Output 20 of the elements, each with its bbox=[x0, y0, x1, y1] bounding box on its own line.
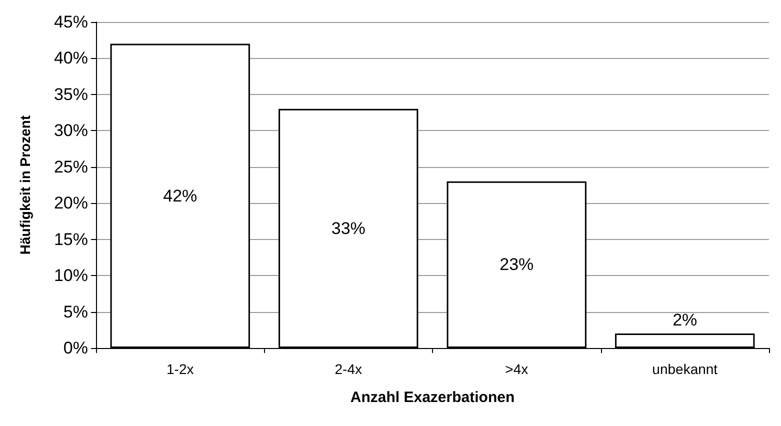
x-tick-label: 1-2x bbox=[166, 361, 194, 377]
y-tick-label: 0% bbox=[63, 338, 88, 358]
data-label: 42% bbox=[163, 186, 198, 206]
data-label: 23% bbox=[500, 255, 534, 274]
y-axis-title: Häufigkeit in Prozent bbox=[17, 115, 33, 255]
y-tick-label: 40% bbox=[54, 48, 88, 68]
y-tick-label: 25% bbox=[54, 157, 88, 176]
y-tick-label: 35% bbox=[54, 84, 88, 104]
y-tick-label: 45% bbox=[54, 12, 88, 32]
y-tick-label: 10% bbox=[54, 266, 88, 286]
data-label: 33% bbox=[331, 218, 366, 238]
x-tick-label: unbekannt bbox=[652, 361, 718, 377]
x-tick-label: >4x bbox=[505, 361, 528, 377]
x-axis-title: Anzahl Exazerbationen bbox=[350, 389, 515, 406]
data-label: 2% bbox=[672, 310, 698, 330]
y-tick-label: 30% bbox=[54, 121, 88, 140]
y-tick-label: 20% bbox=[54, 194, 88, 213]
y-tick-label: 15% bbox=[54, 230, 88, 249]
y-tick-label: 5% bbox=[63, 302, 88, 322]
x-tick-label: 2-4x bbox=[334, 361, 362, 377]
